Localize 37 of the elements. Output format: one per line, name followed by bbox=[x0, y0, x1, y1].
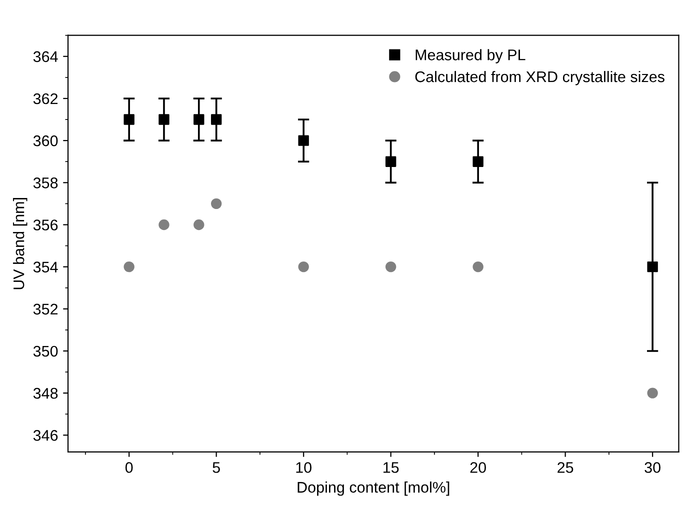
x-tick-label: 0 bbox=[125, 462, 133, 473]
y-tick-label: 364 bbox=[33, 51, 58, 62]
x-tick-label: 30 bbox=[644, 462, 660, 473]
point bbox=[210, 198, 222, 210]
y-tick-label: 348 bbox=[33, 388, 58, 399]
point bbox=[194, 114, 204, 125]
legend-label: Calculated from XRD crystallite sizes bbox=[415, 70, 664, 86]
point bbox=[472, 261, 484, 272]
point bbox=[158, 114, 170, 125]
point bbox=[194, 219, 204, 230]
y-tick-label: 350 bbox=[33, 346, 58, 357]
x-tick-label: 15 bbox=[383, 462, 399, 473]
x-tick-label: 20 bbox=[470, 462, 486, 473]
point bbox=[124, 114, 134, 125]
point bbox=[298, 135, 309, 146]
x-tick-label: 5 bbox=[212, 462, 220, 473]
y-tick-label: 360 bbox=[33, 135, 58, 146]
y-tick-label: 362 bbox=[33, 93, 58, 104]
x-tick-label: 10 bbox=[296, 462, 312, 473]
y-tick-label: 346 bbox=[33, 430, 58, 441]
legend-label: Measured by PL bbox=[416, 49, 526, 64]
y-tick-label: 358 bbox=[33, 178, 58, 188]
point bbox=[158, 219, 170, 230]
point bbox=[647, 261, 658, 272]
y-axis-title: UV band [nm] bbox=[13, 198, 28, 290]
point bbox=[385, 156, 396, 167]
point bbox=[210, 114, 222, 125]
y-tick-label: 356 bbox=[33, 220, 58, 230]
x-tick-label: 25 bbox=[558, 462, 574, 473]
point bbox=[385, 261, 396, 272]
point bbox=[472, 156, 484, 167]
point bbox=[124, 261, 134, 272]
y-tick-label: 354 bbox=[33, 262, 58, 272]
x-axis-title: Doping content [mol%] bbox=[298, 481, 450, 496]
y-tick-label: 352 bbox=[33, 304, 58, 315]
point bbox=[647, 388, 658, 398]
point bbox=[298, 261, 309, 272]
